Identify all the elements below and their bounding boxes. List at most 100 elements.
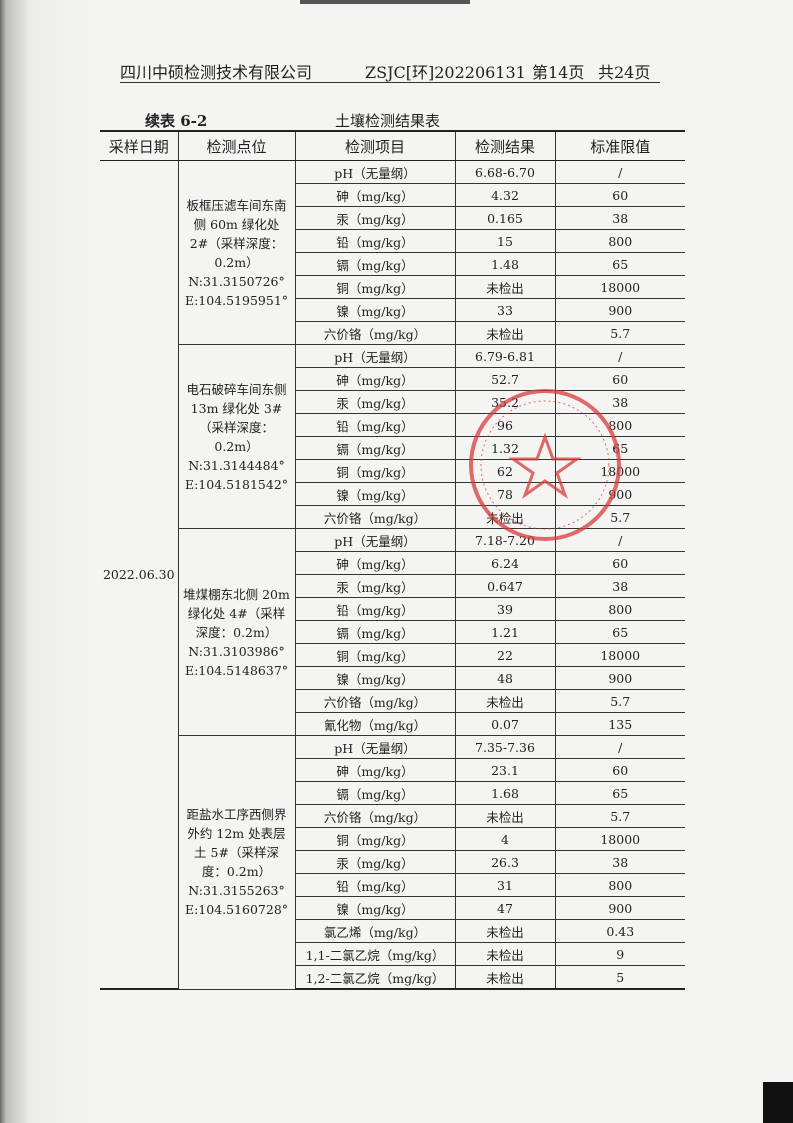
test-result: 未检出 <box>454 804 555 828</box>
table-row: 镍（mg/kg） 48 900 <box>100 666 685 690</box>
table-row: 砷（mg/kg） 52.7 60 <box>100 367 685 391</box>
page-header: 四川中硕检测技术有限公司 ZSJC[环]202206131 第14页 共24页 <box>120 56 660 83</box>
test-item: 汞（mg/kg） <box>294 574 455 598</box>
test-result: 4 <box>454 827 555 851</box>
test-item: 镍（mg/kg） <box>294 482 455 506</box>
standard-limit: 9 <box>554 942 685 966</box>
test-item: 镉（mg/kg） <box>294 252 455 276</box>
standard-limit: 38 <box>554 206 685 230</box>
standard-limit: 800 <box>554 597 685 621</box>
standard-limit: 0.43 <box>554 919 685 943</box>
table-row: 六价铬（mg/kg） 未检出 5.7 <box>100 321 685 345</box>
test-result: 未检出 <box>454 942 555 966</box>
test-result: 6.24 <box>454 551 555 575</box>
standard-limit: 60 <box>554 758 685 782</box>
scan-artifact <box>763 1082 793 1123</box>
table-row: 铜（mg/kg） 22 18000 <box>100 643 685 667</box>
standard-limit: 38 <box>554 574 685 598</box>
soil-results-table: 采样日期 检测点位 检测项目 检测结果 标准限值 2022.06.30 板框压滤车… <box>100 130 685 990</box>
table-row: 砷（mg/kg） 6.24 60 <box>100 551 685 575</box>
col-header-limit: 标准限值 <box>554 130 685 161</box>
sampling-location: 距盐水工序西侧界外约 12m 处表层土 5#（采样深度：0.2m）N:31.31… <box>177 735 295 990</box>
test-result: 0.647 <box>454 574 555 598</box>
test-item: 镉（mg/kg） <box>294 436 455 460</box>
standard-limit: 5.7 <box>554 321 685 345</box>
table-row: 距盐水工序西侧界外约 12m 处表层土 5#（采样深度：0.2m）N:31.31… <box>100 735 685 990</box>
table-row: 堆煤棚东北侧 20m 绿化处 4#（采样深度：0.2m）N:31.3103986… <box>100 528 685 736</box>
scan-artifact <box>300 0 470 4</box>
test-result: 7.18-7.20 <box>454 528 555 552</box>
test-result: 15 <box>454 229 555 253</box>
standard-limit: 65 <box>554 252 685 276</box>
sampling-location: 板框压滤车间东南侧 60m 绿化处 2#（采样深度：0.2m）N:31.3150… <box>177 160 295 345</box>
table-row: 汞（mg/kg） 0.647 38 <box>100 574 685 598</box>
scan-edge-shadow <box>0 0 90 1123</box>
test-item: pH（无量纲） <box>294 528 455 552</box>
table-row: 镉（mg/kg） 1.21 65 <box>100 620 685 644</box>
test-result: 26.3 <box>454 850 555 874</box>
test-item: 六价铬（mg/kg） <box>294 505 455 529</box>
table-row: 砷（mg/kg） 4.32 60 <box>100 183 685 207</box>
test-result: 未检出 <box>454 689 555 713</box>
test-item: 氰化物（mg/kg） <box>294 712 455 736</box>
table-row: 镍（mg/kg） 33 900 <box>100 298 685 322</box>
test-result: 39 <box>454 597 555 621</box>
standard-limit: / <box>554 160 685 184</box>
standard-limit: 18000 <box>554 827 685 851</box>
standard-limit: 5.7 <box>554 505 685 529</box>
standard-limit: 65 <box>554 436 685 460</box>
table-title: 土壤检测结果表 <box>335 112 441 130</box>
test-result: 1.21 <box>454 620 555 644</box>
standard-limit: / <box>554 528 685 552</box>
table-row: 汞（mg/kg） 0.165 38 <box>100 206 685 230</box>
test-item: 镍（mg/kg） <box>294 298 455 322</box>
table-row: 砷（mg/kg） 23.1 60 <box>100 758 685 782</box>
page-total: 共24页 <box>598 63 651 82</box>
test-item: 氯乙烯（mg/kg） <box>294 919 455 943</box>
standard-limit: 5.7 <box>554 804 685 828</box>
table-row: 镉（mg/kg） 1.48 65 <box>100 252 685 276</box>
test-item: 铜（mg/kg） <box>294 459 455 483</box>
table-row: 铅（mg/kg） 15 800 <box>100 229 685 253</box>
test-item: 砷（mg/kg） <box>294 183 455 207</box>
standard-limit: 800 <box>554 873 685 897</box>
standard-limit: / <box>554 344 685 368</box>
test-item: 砷（mg/kg） <box>294 551 455 575</box>
test-item: 砷（mg/kg） <box>294 758 455 782</box>
test-item: 铜（mg/kg） <box>294 275 455 299</box>
test-result: 1.68 <box>454 781 555 805</box>
table-row: 铜（mg/kg） 4 18000 <box>100 827 685 851</box>
test-result: 未检出 <box>454 919 555 943</box>
test-result: 33 <box>454 298 555 322</box>
test-item: pH（无量纲） <box>294 160 455 184</box>
standard-limit: 60 <box>554 183 685 207</box>
standard-limit: 135 <box>554 712 685 736</box>
standard-limit: 5 <box>554 965 685 990</box>
test-result: 23.1 <box>454 758 555 782</box>
standard-limit: 900 <box>554 666 685 690</box>
test-item: 汞（mg/kg） <box>294 390 455 414</box>
test-item: 砷（mg/kg） <box>294 367 455 391</box>
test-item: 镉（mg/kg） <box>294 620 455 644</box>
test-result: 22 <box>454 643 555 667</box>
page-number: 第14页 <box>532 63 585 82</box>
test-result: 4.32 <box>454 183 555 207</box>
test-result: 31 <box>454 873 555 897</box>
test-result: 62 <box>454 459 555 483</box>
test-item: 汞（mg/kg） <box>294 206 455 230</box>
table-row: 1,1-二氯乙烷（mg/kg） 未检出 9 <box>100 942 685 966</box>
test-item: 1,2-二氯乙烷（mg/kg） <box>294 965 455 990</box>
test-result: 未检出 <box>454 321 555 345</box>
table-number: 续表 6-2 <box>145 112 208 130</box>
test-item: 铅（mg/kg） <box>294 413 455 437</box>
test-result: 1.32 <box>454 436 555 460</box>
table-row: 氰化物（mg/kg） 0.07 135 <box>100 712 685 736</box>
col-header-location: 检测点位 <box>177 130 295 161</box>
standard-limit: 65 <box>554 620 685 644</box>
company-name: 四川中硕检测技术有限公司 <box>120 63 313 82</box>
test-item: pH（无量纲） <box>294 344 455 368</box>
table-row: 六价铬（mg/kg） 未检出 5.7 <box>100 804 685 828</box>
standard-limit: 38 <box>554 850 685 874</box>
standard-limit: 60 <box>554 367 685 391</box>
standard-limit: 60 <box>554 551 685 575</box>
